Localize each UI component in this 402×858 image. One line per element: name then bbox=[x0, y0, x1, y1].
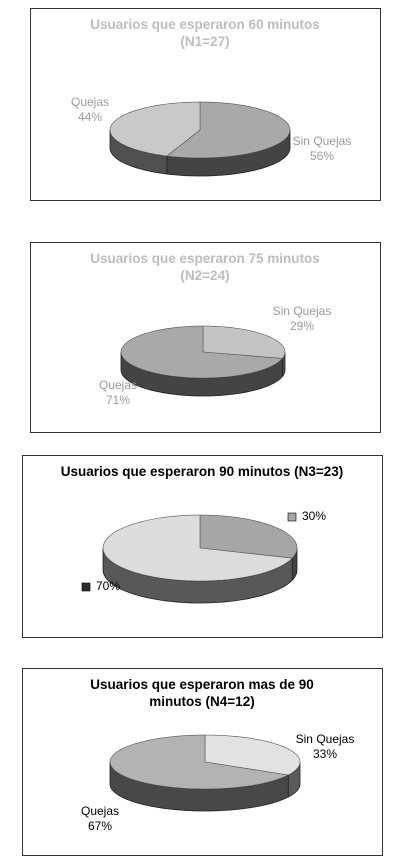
pie-slice bbox=[120, 325, 284, 379]
category-label: Quejas bbox=[99, 378, 137, 392]
chart-title: Usuarios que esperaron 90 minutos (N3=23… bbox=[60, 464, 344, 479]
legend-swatch bbox=[287, 512, 297, 522]
category-label: Quejas bbox=[81, 804, 119, 818]
data-label: 29% bbox=[290, 319, 314, 333]
chart-title: Usuarios que esperaron 60 minutos (N1=27… bbox=[90, 17, 320, 49]
pie-slice bbox=[204, 734, 301, 776]
data-label: 56% bbox=[310, 149, 334, 163]
pie-slice bbox=[166, 101, 291, 159]
data-label: 71% bbox=[106, 393, 130, 407]
data-label: 67% bbox=[88, 819, 112, 833]
legend-swatch bbox=[81, 582, 91, 592]
pie-slice bbox=[109, 101, 201, 157]
category-label: Sin Quejas bbox=[296, 732, 355, 746]
pie-slice bbox=[202, 325, 286, 359]
data-label: 70% bbox=[96, 579, 120, 593]
title-box: Usuarios que esperaron mas de 90 minutos… bbox=[90, 677, 314, 709]
pie-slice bbox=[109, 734, 290, 790]
chart-title: Usuarios que esperaron mas de 90 minutos… bbox=[90, 677, 314, 709]
pie-slice bbox=[102, 514, 293, 582]
data-label: 44% bbox=[78, 110, 102, 124]
title-box: Usuarios que esperaron 75 minutos (N2=24… bbox=[90, 251, 320, 283]
data-label: 30% bbox=[302, 509, 326, 523]
pie-slice bbox=[199, 514, 298, 559]
chart-title: Usuarios que esperaron 75 minutos (N2=24… bbox=[90, 251, 320, 283]
title-box: Usuarios que esperaron 60 minutos (N1=27… bbox=[90, 17, 320, 49]
category-label: Sin Quejas bbox=[273, 304, 332, 318]
title-box: Usuarios que esperaron 90 minutos (N3=23… bbox=[60, 464, 344, 479]
category-label: Sin Quejas bbox=[293, 134, 352, 148]
data-label: 33% bbox=[313, 747, 337, 761]
category-label: Quejas bbox=[71, 95, 109, 109]
